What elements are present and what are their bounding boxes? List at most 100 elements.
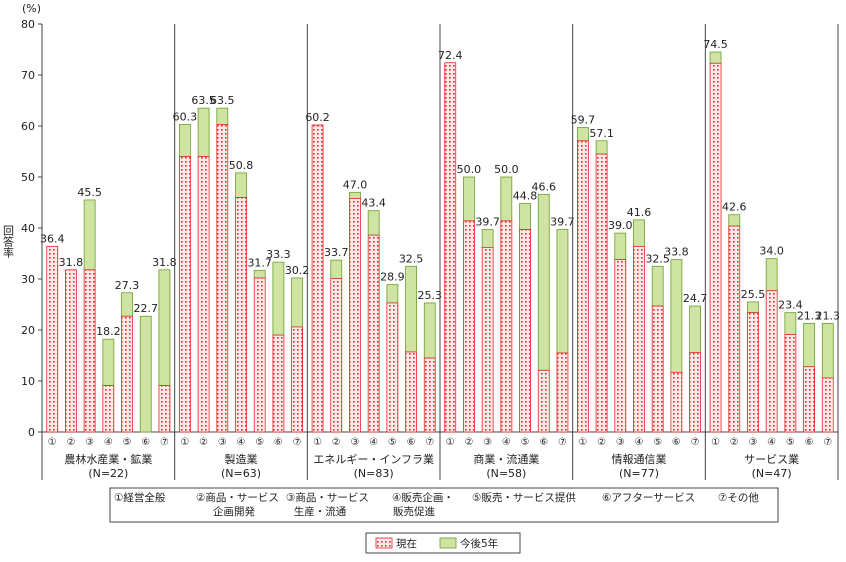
bar-category-label: ③ bbox=[616, 437, 625, 448]
data-label: 31.8 bbox=[152, 256, 177, 269]
bar-current bbox=[349, 198, 361, 433]
bar-category-label: ① bbox=[48, 437, 57, 448]
bar-future bbox=[291, 277, 304, 328]
bar-current bbox=[556, 352, 569, 433]
bar-key-item: 販売促進 bbox=[393, 505, 435, 518]
bar-current bbox=[83, 269, 96, 433]
bar-category-label: ⑥ bbox=[539, 437, 548, 448]
bar-category-label: ① bbox=[446, 437, 455, 448]
bar-category-label: ④ bbox=[369, 437, 378, 448]
bar-future bbox=[367, 210, 380, 236]
bar-future bbox=[83, 199, 96, 271]
bar-future bbox=[423, 302, 436, 359]
data-label: 30.2 bbox=[285, 264, 310, 277]
bar-current bbox=[633, 245, 645, 433]
bar-category-label: ⑦ bbox=[293, 437, 302, 448]
data-label: 41.6 bbox=[627, 206, 652, 219]
data-label: 25.5 bbox=[741, 288, 766, 301]
bar-category-label: ② bbox=[597, 437, 606, 448]
bar-key-item: ⑤販売・サービス提供 bbox=[472, 491, 576, 504]
bar-category-label: ① bbox=[313, 437, 322, 448]
data-label: 25.3 bbox=[418, 289, 443, 302]
bar-future bbox=[463, 176, 475, 222]
bar-category-label: ④ bbox=[104, 437, 113, 448]
bar-future bbox=[595, 140, 608, 155]
bar-current bbox=[747, 312, 759, 433]
data-label: 22.7 bbox=[133, 302, 158, 315]
y-tick-label: 60 bbox=[21, 120, 35, 133]
group-label: サービス業 bbox=[744, 453, 799, 466]
bar-category-label: ② bbox=[332, 437, 341, 448]
bar-future bbox=[405, 265, 417, 353]
bar-key-item: ③商品・サービス bbox=[286, 491, 369, 504]
bar-category-label: ⑥ bbox=[407, 437, 416, 448]
bar-key-item: ②商品・サービス bbox=[196, 491, 279, 504]
data-label: 24.7 bbox=[683, 292, 708, 305]
data-label: 45.5 bbox=[77, 186, 102, 199]
bar-category-label: ⑥ bbox=[274, 437, 283, 448]
bar-future bbox=[784, 312, 797, 335]
data-label: 74.5 bbox=[703, 38, 728, 51]
bar-current bbox=[689, 352, 701, 433]
bar-key-item: ④販売企画・ bbox=[392, 491, 454, 504]
bar-future bbox=[765, 258, 778, 292]
bar-future bbox=[330, 259, 343, 279]
group-label: 農林水産業・鉱業 bbox=[64, 452, 152, 466]
data-label: 39.0 bbox=[608, 219, 633, 232]
bar-current bbox=[367, 234, 380, 433]
bar-future bbox=[556, 229, 569, 354]
data-label: 28.9 bbox=[380, 271, 405, 284]
bar-key-item: 企画開発 bbox=[213, 505, 255, 518]
bar-future bbox=[747, 301, 759, 314]
bar-future bbox=[235, 172, 247, 198]
y-tick-label: 80 bbox=[21, 18, 35, 31]
y-tick-label: 20 bbox=[21, 324, 35, 337]
group-label: 製造業 bbox=[225, 452, 258, 466]
bar-future bbox=[537, 193, 550, 371]
bar-current bbox=[670, 371, 683, 433]
bar-category-label: ③ bbox=[218, 437, 227, 448]
data-label: 39.7 bbox=[475, 216, 500, 229]
bar-current bbox=[405, 351, 417, 433]
bar-key-item: ①経営全般 bbox=[114, 491, 166, 504]
bar-current bbox=[311, 124, 324, 433]
bar-category-label: ② bbox=[464, 437, 473, 448]
bar-key-item: 生産・流通 bbox=[294, 505, 347, 518]
bar-current bbox=[65, 269, 77, 433]
bar-future bbox=[216, 107, 229, 125]
data-label: 32.5 bbox=[645, 252, 670, 265]
group-n-label: (N=22) bbox=[88, 467, 128, 480]
bar-current bbox=[577, 140, 589, 433]
legend-swatch-current bbox=[375, 537, 393, 549]
group-n-label: (N=77) bbox=[619, 467, 659, 480]
bar-key-item: ⑦その他 bbox=[718, 491, 759, 504]
data-label: 57.1 bbox=[589, 127, 614, 140]
bar-category-label: ⑤ bbox=[653, 437, 662, 448]
bar-current bbox=[291, 326, 304, 433]
bar-future bbox=[670, 259, 683, 373]
data-label: 63.5 bbox=[191, 94, 216, 107]
data-label: 50.0 bbox=[457, 163, 482, 176]
bar-future bbox=[349, 191, 361, 199]
bar-category-label: ② bbox=[730, 437, 739, 448]
bar-future bbox=[709, 51, 722, 64]
bar-category-label: ④ bbox=[237, 437, 246, 448]
y-tick-label: 10 bbox=[21, 375, 35, 388]
data-label: 46.6 bbox=[531, 180, 556, 193]
group-n-label: (N=63) bbox=[221, 467, 261, 480]
bar-category-label: ③ bbox=[350, 437, 359, 448]
bar-future bbox=[821, 322, 834, 379]
bar-current bbox=[537, 369, 550, 433]
group-label: 商業・流通業 bbox=[473, 452, 539, 466]
bar-category-label: ① bbox=[578, 437, 587, 448]
group-label: エネルギー・インフラ業 bbox=[313, 453, 434, 466]
bar-current bbox=[216, 124, 229, 433]
data-label: 60.3 bbox=[173, 110, 198, 123]
bar-future bbox=[614, 232, 627, 261]
bar-current bbox=[481, 246, 494, 433]
bar-future bbox=[633, 219, 645, 247]
data-label: 50.8 bbox=[229, 159, 254, 172]
data-label: 39.7 bbox=[550, 216, 575, 229]
bar-category-label: ③ bbox=[85, 437, 94, 448]
